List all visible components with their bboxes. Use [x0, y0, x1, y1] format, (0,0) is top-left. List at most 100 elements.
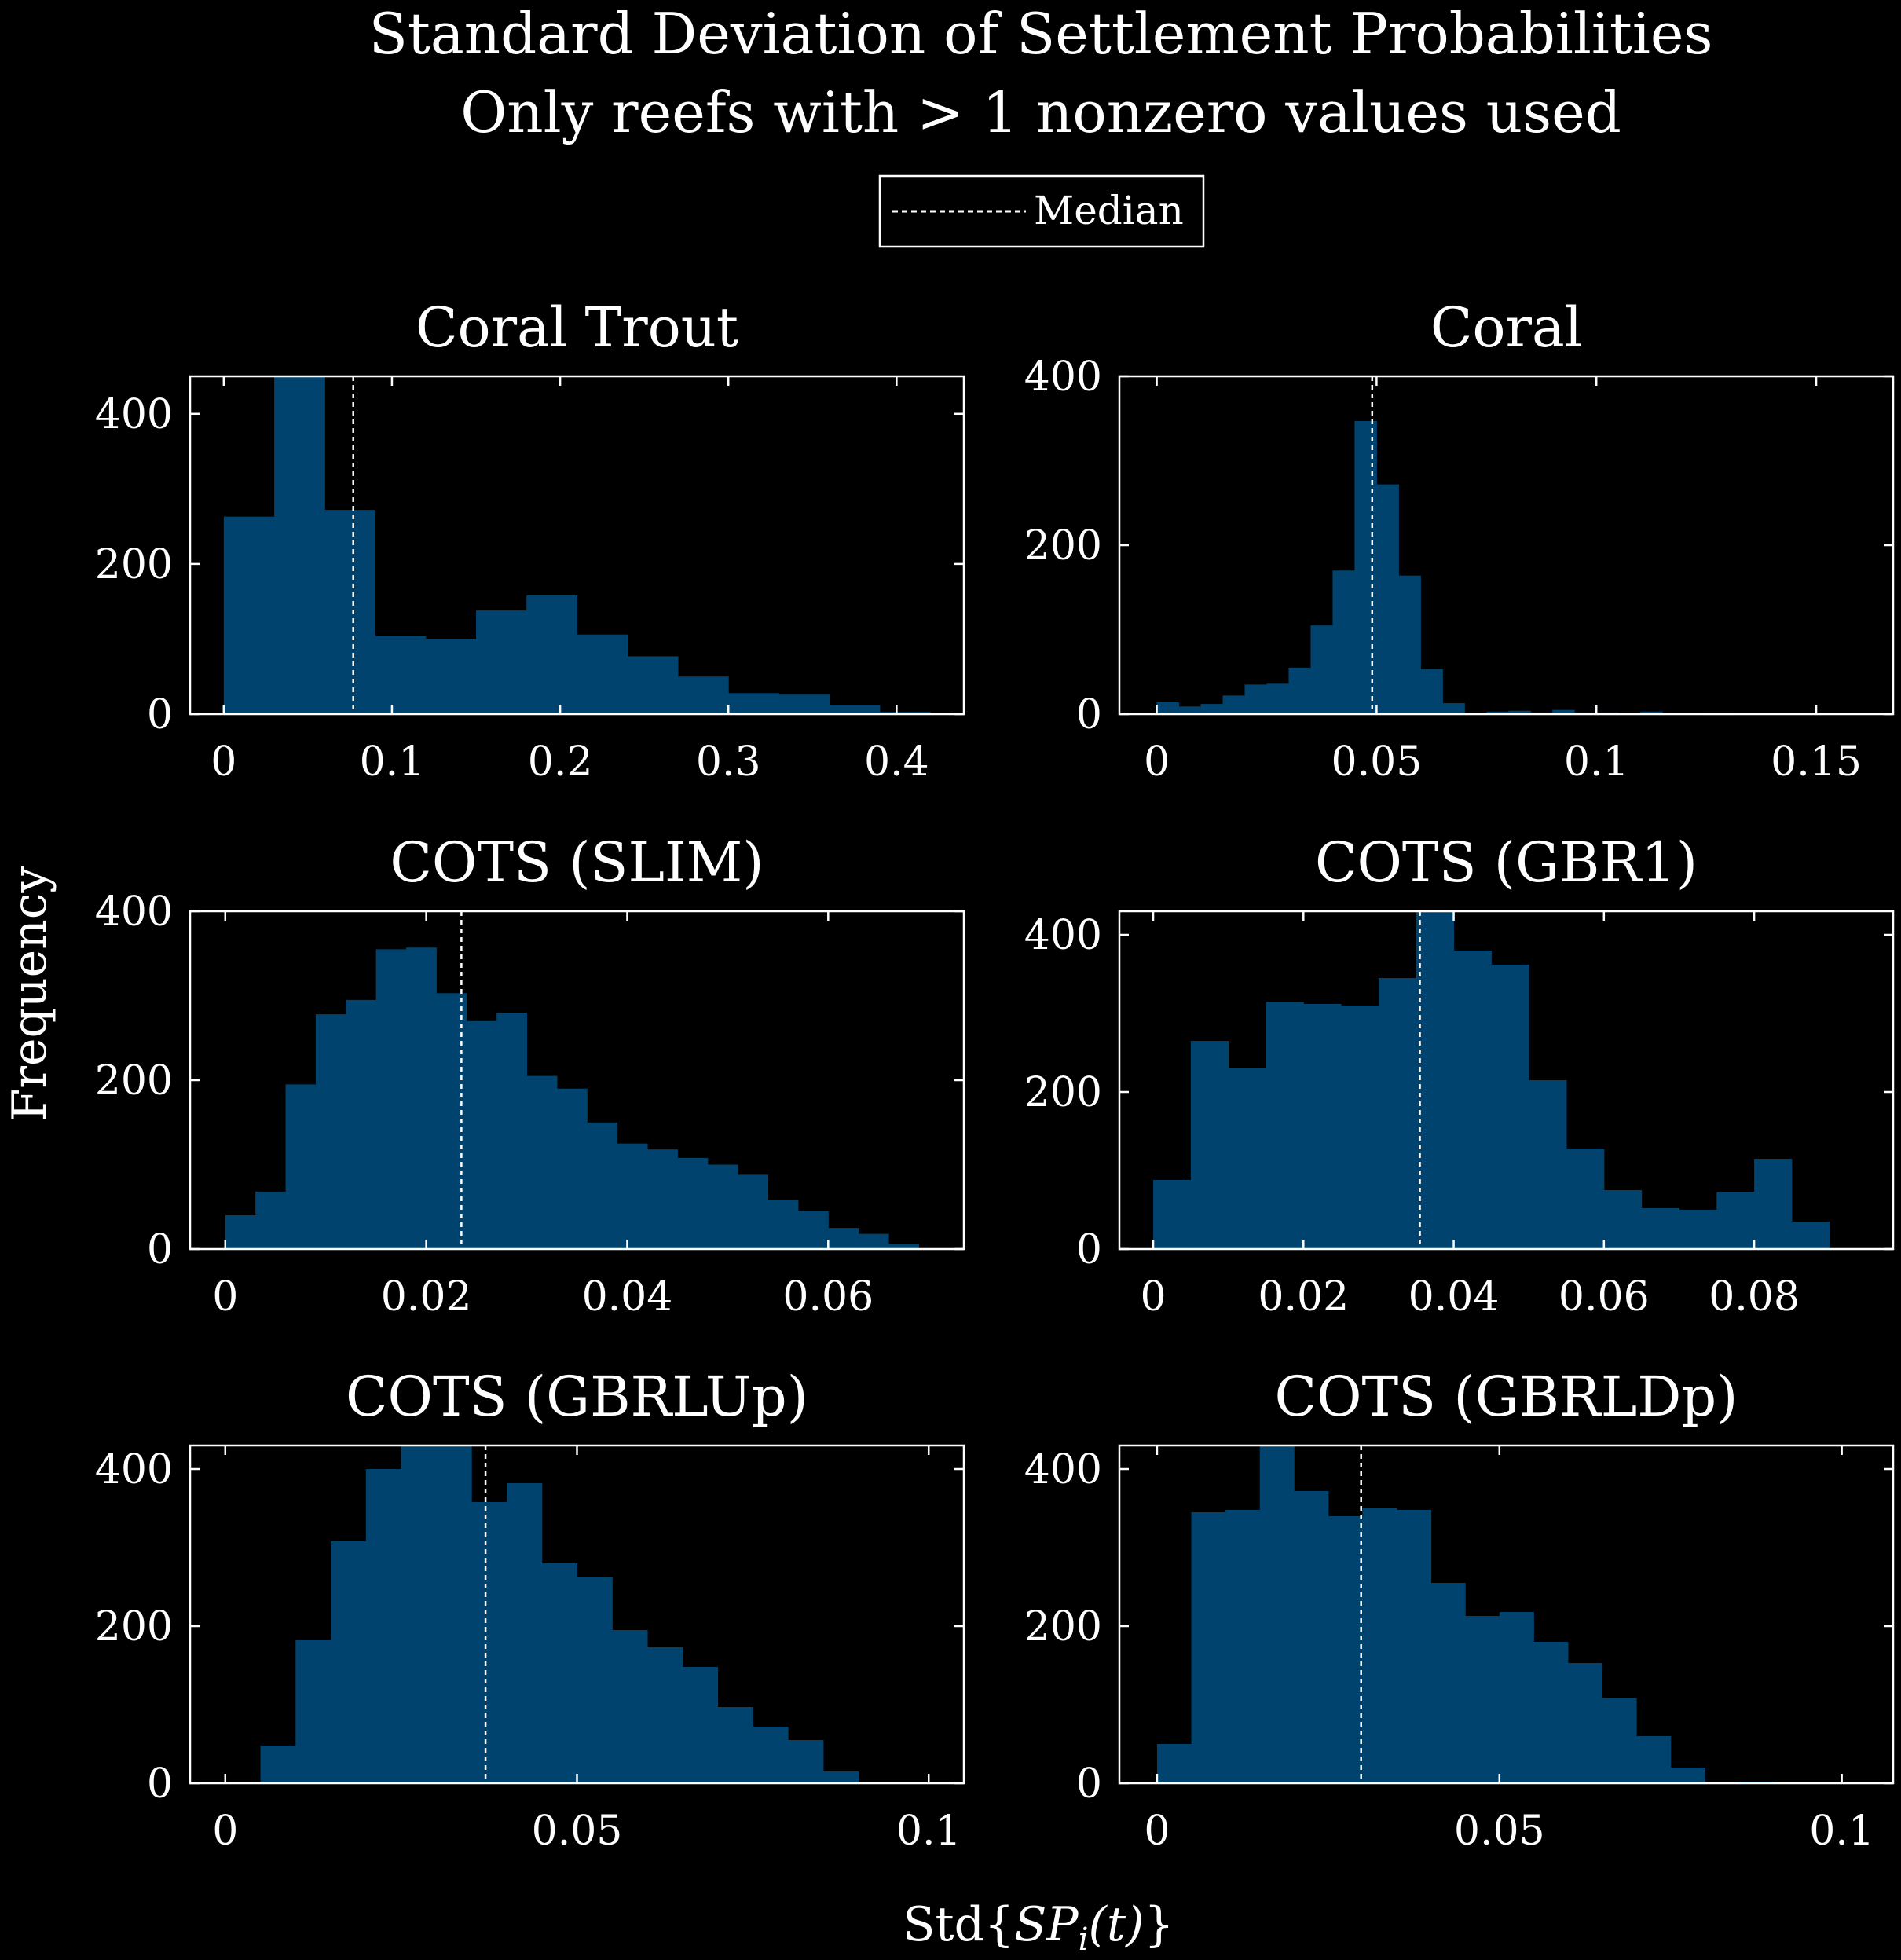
histogram-bar: [526, 595, 577, 714]
histogram-bar: [788, 1740, 824, 1783]
histogram-bar: [1259, 1445, 1295, 1783]
histogram-bar: [617, 1143, 648, 1249]
y-tick-label: 0: [1076, 1760, 1102, 1808]
x-axis-label-brace-open: {: [984, 1897, 1014, 1952]
figure-title: Standard Deviation of Settlement Probabi…: [369, 1, 1713, 67]
y-tick-label: 400: [1024, 1446, 1102, 1493]
bars: [225, 947, 919, 1249]
histogram-bar: [1398, 575, 1421, 714]
histogram-bar: [1420, 669, 1443, 714]
histogram-bar: [1303, 1004, 1342, 1249]
histogram-bar: [315, 1014, 346, 1249]
histogram-bar: [425, 639, 477, 714]
y-tick-label: 0: [147, 691, 173, 738]
x-axis-label-brace-close: }: [1144, 1897, 1174, 1952]
histogram-bar: [223, 516, 275, 714]
histogram-bar: [1533, 1642, 1569, 1783]
histogram-bar: [476, 610, 527, 714]
axes-frame: [1118, 910, 1895, 1251]
x-tick-label: 0.04: [582, 1273, 673, 1321]
histogram-bar: [436, 1445, 472, 1783]
panel-title: Coral Trout: [416, 295, 738, 360]
y-tick-label: 400: [1024, 354, 1102, 401]
histogram-bar: [1602, 1698, 1637, 1783]
y-tick-label: 400: [95, 391, 173, 438]
histogram-bar: [738, 1174, 769, 1249]
x-axis-label-sp: SP: [1014, 1897, 1079, 1952]
panel-coral: Coral 0 0.05 0.1 0.15 0 200 400: [1024, 295, 1895, 786]
x-tick-label: 0.2: [528, 738, 593, 786]
histogram-bar: [1244, 684, 1267, 714]
histogram-bar: [1225, 1510, 1261, 1783]
bars: [260, 1445, 859, 1783]
histogram-bar: [1397, 1510, 1432, 1783]
histogram-bar: [647, 1647, 683, 1783]
histogram-bar: [1310, 625, 1333, 714]
histogram-bar: [1636, 1736, 1672, 1783]
histogram-bar: [1552, 709, 1575, 714]
histogram-bar: [1341, 1006, 1379, 1249]
histogram-bar: [1266, 1002, 1304, 1249]
y-tick-label: 0: [1076, 691, 1102, 738]
y-tick-label: 200: [95, 541, 173, 588]
panel-title: COTS (GBRLDp): [1275, 1365, 1738, 1429]
histogram-bar: [753, 1727, 789, 1783]
x-tick-label: 0.4: [864, 738, 929, 786]
histogram-bar: [225, 1215, 256, 1249]
histogram-bar: [707, 1164, 738, 1249]
histogram-bar: [1228, 1068, 1266, 1249]
x-tick-label: 0.04: [1408, 1273, 1500, 1321]
panel-coral-trout: Coral Trout 0 0.1 0.2 0.3 0.4 0 200 400: [95, 295, 965, 786]
histogram-bar: [1442, 703, 1465, 714]
histogram-bar: [1362, 1508, 1397, 1783]
histogram-bar: [728, 693, 779, 714]
y-tick-label: 200: [1024, 1069, 1102, 1116]
bars: [223, 376, 931, 714]
panel-title: COTS (GBRLUp): [346, 1365, 808, 1429]
y-tick-label: 200: [1024, 1603, 1102, 1650]
y-tick-label: 200: [1024, 522, 1102, 570]
x-tick-label: 0.05: [1454, 1808, 1545, 1855]
histogram-bar: [1378, 978, 1417, 1249]
legend: Median: [878, 174, 1205, 248]
histogram-bar: [1156, 1744, 1192, 1783]
histogram-bar: [829, 705, 881, 714]
panel-cots-gbrldp: COTS (GBRLDp) 0 0.05 0.1 0 200 400: [1024, 1365, 1895, 1855]
bars: [1156, 420, 1729, 714]
y-tick-label: 0: [1076, 1226, 1102, 1273]
x-tick-label: 0: [212, 1273, 238, 1321]
histogram-bar: [1679, 1210, 1717, 1249]
histogram-bar: [466, 1020, 497, 1249]
histogram-bar: [1376, 484, 1399, 714]
x-axis-label-std: Std: [903, 1897, 984, 1952]
x-tick-label: 0.15: [1771, 738, 1862, 786]
y-tick-label: 0: [147, 1760, 173, 1808]
histogram-bar: [1508, 710, 1531, 714]
histogram-bar: [647, 1149, 678, 1249]
x-tick-label: 0: [212, 1808, 238, 1855]
x-tick-label: 0.1: [1809, 1808, 1874, 1855]
histogram-bar: [556, 1088, 588, 1249]
histogram-bar: [401, 1445, 437, 1783]
histogram-bar: [1222, 695, 1246, 714]
histogram-bar: [255, 1191, 287, 1249]
histogram-bar: [677, 676, 729, 714]
y-tick-label: 200: [95, 1603, 173, 1650]
panel-cots-slim: COTS (SLIM) 0 0.02 0.04 0.06 0 200 400: [95, 830, 965, 1321]
x-tick-label: 0.05: [1331, 738, 1423, 786]
histogram-bar: [1567, 1663, 1603, 1783]
histogram-bar: [1670, 1768, 1705, 1783]
histogram-bar: [1294, 1491, 1329, 1783]
histogram-bar: [828, 1228, 859, 1249]
histogram-bar: [1354, 420, 1377, 714]
x-tick-label: 0: [1140, 1273, 1166, 1321]
histogram-bar: [1153, 1180, 1192, 1249]
histogram-bar: [1288, 667, 1311, 714]
histogram-bar: [331, 1541, 367, 1783]
histogram-bar: [1791, 1222, 1830, 1249]
x-tick-label: 0.02: [1258, 1273, 1349, 1321]
histogram-bar: [1465, 1616, 1500, 1783]
histogram-bar: [285, 1084, 317, 1249]
